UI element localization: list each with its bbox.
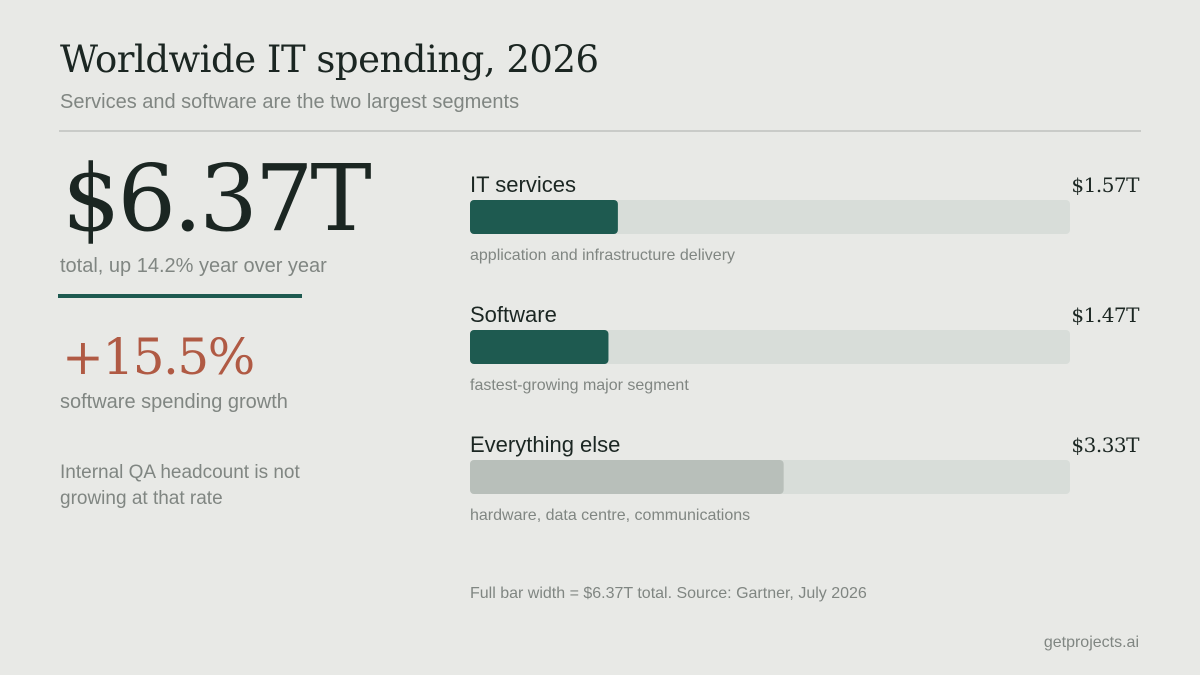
bar-description: hardware, data centre, communications bbox=[470, 507, 750, 524]
bar-track bbox=[470, 200, 1070, 234]
qa-headcount-note: Internal QA headcount is not growing at … bbox=[60, 462, 300, 509]
bar-category-label: Everything else bbox=[470, 432, 620, 457]
bar-fill bbox=[470, 200, 618, 234]
site-credit: getprojects.ai bbox=[1043, 634, 1139, 651]
bar-description: application and infrastructure delivery bbox=[470, 247, 735, 264]
software-growth-value: +15.5% bbox=[62, 328, 255, 386]
bar-value-label: $3.33T bbox=[1071, 433, 1140, 457]
bar-category-label: Software bbox=[470, 302, 557, 327]
bar-value-label: $1.57T bbox=[1071, 173, 1140, 197]
bar-fill bbox=[470, 330, 609, 364]
bar-fill bbox=[470, 460, 784, 494]
page-title: Worldwide IT spending, 2026 bbox=[60, 38, 599, 81]
header-divider bbox=[59, 130, 1141, 132]
page-subtitle: Services and software are the two larges… bbox=[60, 91, 520, 113]
bar-description: fastest-growing major segment bbox=[470, 377, 689, 394]
total-spending-caption: total, up 14.2% year over year bbox=[60, 255, 327, 277]
bar-track bbox=[470, 330, 1070, 364]
bar-category-label: IT services bbox=[470, 172, 576, 197]
total-spending-value: $6.37T bbox=[62, 145, 372, 252]
bar-value-label: $1.47T bbox=[1071, 303, 1140, 327]
accent-divider bbox=[58, 294, 302, 298]
chart-footnote: Full bar width = $6.37T total. Source: G… bbox=[470, 585, 867, 602]
software-growth-caption: software spending growth bbox=[60, 391, 288, 413]
